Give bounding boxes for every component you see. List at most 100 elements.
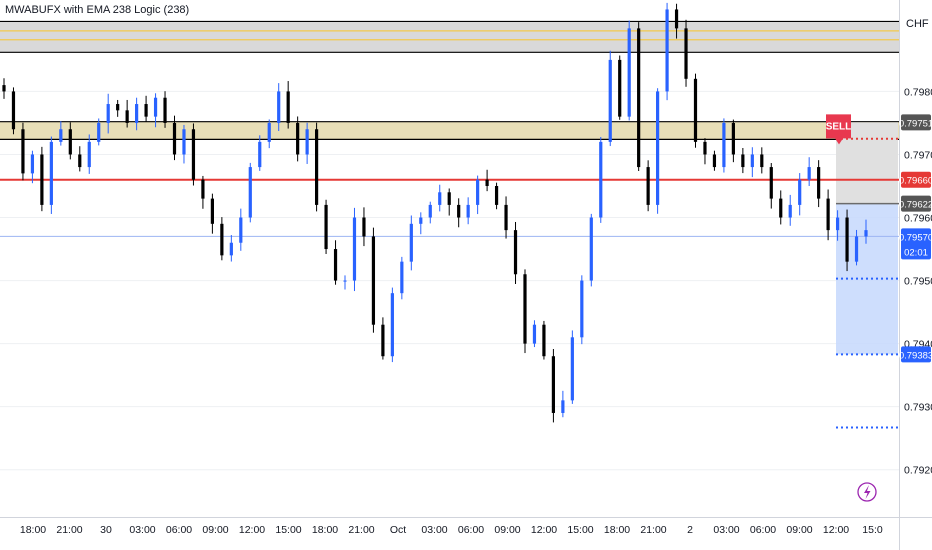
candle-body (599, 141, 603, 218)
candle-body (172, 122, 177, 155)
candle-body (627, 28, 631, 117)
time-tick-label: 03:00 (713, 524, 739, 536)
candle-body (314, 129, 319, 205)
entry-price-label-bg (901, 195, 931, 212)
candle-body (229, 242, 233, 256)
time-tick-label: Oct (390, 524, 406, 536)
current-price-label: 0.79570 (899, 232, 932, 243)
candle-body (125, 110, 129, 123)
candle-body (798, 179, 802, 205)
time-tick-label: 03:00 (421, 524, 447, 536)
price-tick-label: 0.79300 (904, 402, 932, 414)
candle-body (646, 167, 650, 205)
price-tick-label: 0.79200 (904, 465, 932, 477)
candle-body (2, 85, 6, 92)
candle-body (656, 91, 660, 205)
candle-body (371, 236, 376, 325)
candle-body (40, 154, 44, 205)
candle-body (390, 293, 394, 357)
time-tick-label: 21:00 (348, 524, 374, 536)
candle-body (267, 122, 271, 142)
time-tick-label: 09:00 (786, 524, 812, 536)
candle-body (532, 324, 537, 344)
candle-body (561, 400, 565, 413)
candle-body (674, 9, 679, 29)
price-tick-label: 0.79800 (904, 86, 932, 98)
time-tick-label: 12:00 (823, 524, 849, 536)
time-tick-label: 2 (687, 524, 693, 536)
candle-body (447, 192, 451, 205)
candle-body (116, 104, 120, 111)
candle-body (21, 129, 25, 174)
time-tick-label: 15:0 (862, 524, 883, 536)
candle-body (78, 154, 82, 168)
candle-body (239, 217, 243, 243)
time-tick-label: 15:00 (275, 524, 301, 536)
candle-body (220, 223, 224, 256)
candle-body (494, 185, 499, 205)
candle-body (779, 198, 783, 218)
candle-body (248, 167, 252, 218)
candle-body (589, 217, 593, 281)
candle-body (637, 28, 641, 168)
candle-body (277, 91, 281, 123)
candle-body (438, 192, 442, 205)
candle-body (457, 204, 461, 218)
candle-body (97, 122, 101, 142)
candle-body (731, 122, 735, 155)
candle-body (835, 217, 840, 231)
candle-body (769, 167, 773, 199)
indicator-title[interactable]: MWABUFX with EMA 238 Logic (238) (5, 4, 190, 16)
red-level-label: 0.79660 (899, 176, 932, 187)
time-tick-label: 12:00 (239, 524, 265, 536)
candle-body (618, 59, 622, 117)
price-tick-label: 0.79600 (904, 213, 932, 225)
candle-body (153, 97, 158, 117)
time-tick-label: 21:00 (640, 524, 666, 536)
candle-body (286, 91, 290, 123)
candle-body (788, 204, 792, 218)
candle-body (49, 141, 53, 205)
time-tick-label: 15:00 (567, 524, 593, 536)
entry-price-label: 0.79622 (899, 200, 932, 211)
resistance-zone-top (0, 21, 899, 53)
candle-body (750, 154, 754, 168)
candle-body (333, 249, 338, 281)
time-tick-label: 06:00 (750, 524, 776, 536)
candle-body (712, 154, 717, 168)
candle-body (817, 167, 821, 199)
candle-body (68, 129, 72, 155)
candle-body (163, 97, 167, 123)
red-level-label-bg (901, 171, 931, 188)
target-price-label: 0.79383 (899, 350, 932, 361)
time-tick-label: 18:00 (604, 524, 630, 536)
candle-body (684, 28, 688, 79)
time-tick-label: 09:00 (202, 524, 228, 536)
sell-price-label-bg (901, 114, 931, 131)
current-price-label-bg (901, 228, 931, 260)
candle-body (513, 230, 518, 275)
time-tick-label: 30 (100, 524, 112, 536)
candle-body (693, 78, 698, 142)
candle-body (191, 129, 196, 180)
candle-body (87, 141, 91, 168)
candle-body (400, 261, 404, 294)
candle-body (305, 129, 309, 155)
time-tick-label: 09:00 (494, 524, 520, 536)
candle-body (580, 280, 584, 338)
sell-signal-badge[interactable] (826, 114, 851, 145)
price-tick-label: 0.79500 (904, 276, 932, 288)
candle-body (11, 91, 16, 130)
candle-body (608, 59, 612, 142)
candle-body (258, 141, 262, 168)
candle-body (722, 122, 726, 168)
candle-body (854, 236, 859, 262)
candle-body (570, 337, 574, 401)
candle-body (864, 230, 868, 237)
candle-body (665, 9, 669, 92)
candle-body (523, 274, 527, 344)
candle-body (409, 223, 413, 262)
candle-body (182, 129, 186, 155)
